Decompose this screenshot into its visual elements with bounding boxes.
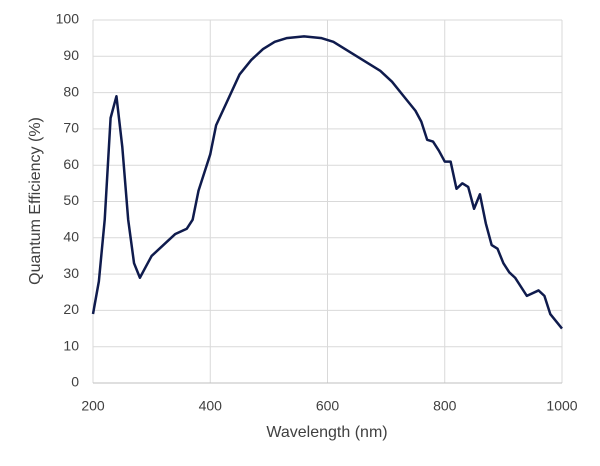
x-tick-label: 800 [433, 398, 457, 414]
y-tick-label: 80 [63, 83, 79, 99]
y-tick-label: 60 [63, 156, 79, 172]
y-tick-label: 30 [63, 265, 79, 281]
y-tick-label: 20 [63, 301, 79, 317]
y-tick-label: 40 [63, 229, 79, 245]
x-tick-label: 600 [316, 398, 340, 414]
x-tick-label: 400 [199, 398, 223, 414]
y-tick-label: 50 [63, 192, 79, 208]
x-axis-label: Wavelength (nm) [266, 424, 387, 441]
x-tick-label: 1000 [546, 398, 577, 414]
y-tick-label: 70 [63, 120, 79, 136]
y-tick-label: 10 [63, 337, 79, 353]
x-tick-label: 200 [81, 398, 105, 414]
y-tick-label: 0 [71, 374, 79, 390]
line-series [91, 35, 563, 330]
y-tick-label: 100 [56, 11, 80, 27]
y-axis-label: Quantum Efficiency (%) [27, 117, 44, 285]
y-tick-label: 90 [63, 47, 79, 63]
